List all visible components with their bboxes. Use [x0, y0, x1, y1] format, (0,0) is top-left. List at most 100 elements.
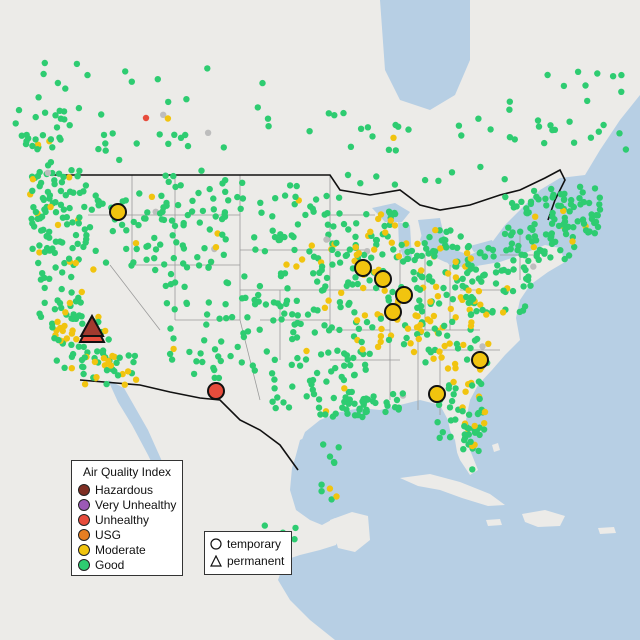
monitor-marker[interactable] [516, 308, 523, 316]
monitor-marker[interactable] [476, 431, 483, 439]
monitor-marker[interactable] [52, 209, 60, 216]
monitor-marker[interactable] [468, 382, 476, 389]
monitor-marker[interactable] [52, 112, 59, 119]
monitor-marker[interactable] [52, 264, 59, 271]
monitor-marker[interactable] [58, 179, 66, 186]
monitor-marker[interactable] [416, 297, 423, 304]
monitor-marker[interactable] [227, 352, 234, 360]
monitor-marker[interactable] [183, 96, 190, 103]
monitor-marker[interactable] [333, 239, 340, 247]
monitor-marker[interactable] [286, 182, 294, 189]
monitor-marker[interactable] [321, 211, 328, 218]
monitor-marker[interactable] [532, 213, 539, 220]
monitor-marker[interactable] [240, 330, 247, 337]
monitor-marker[interactable] [121, 381, 128, 388]
monitor-marker[interactable] [170, 172, 177, 180]
monitor-marker[interactable] [345, 226, 352, 233]
monitor-marker[interactable] [390, 246, 397, 253]
monitor-marker[interactable] [180, 219, 187, 227]
monitor-marker[interactable] [51, 306, 59, 313]
monitor-marker[interactable] [63, 221, 71, 228]
monitor-marker[interactable] [467, 298, 474, 306]
monitor-marker[interactable] [36, 215, 44, 222]
monitor-marker[interactable] [518, 251, 525, 258]
monitor-marker[interactable] [32, 208, 40, 216]
monitor-marker[interactable] [144, 209, 151, 216]
monitor-marker[interactable] [542, 231, 550, 238]
monitor-marker[interactable] [570, 224, 577, 231]
monitor-marker[interactable] [49, 144, 56, 151]
monitor-marker[interactable] [344, 171, 352, 179]
monitor-marker[interactable] [41, 284, 48, 292]
monitor-marker[interactable] [340, 220, 348, 228]
monitor-marker[interactable] [270, 317, 277, 324]
monitor-marker[interactable] [264, 115, 272, 122]
monitor-marker[interactable] [424, 316, 431, 323]
monitor-marker[interactable] [272, 404, 279, 412]
monitor-marker[interactable] [92, 247, 99, 254]
monitor-marker[interactable] [252, 246, 259, 253]
monitor-marker[interactable] [501, 176, 508, 183]
monitor-marker[interactable] [288, 361, 295, 368]
monitor-marker[interactable] [489, 246, 497, 254]
monitor-marker[interactable] [310, 390, 318, 398]
monitor-marker[interactable] [366, 277, 373, 284]
monitor-marker[interactable] [346, 396, 353, 403]
monitor-marker[interactable] [183, 264, 191, 271]
monitor-marker[interactable] [220, 251, 227, 258]
monitor-marker[interactable] [392, 147, 399, 154]
monitor-marker[interactable] [323, 192, 330, 200]
temporary-monitor-marker[interactable] [395, 286, 413, 304]
monitor-marker[interactable] [330, 458, 338, 466]
monitor-marker[interactable] [148, 193, 156, 200]
monitor-marker[interactable] [289, 383, 296, 390]
monitor-marker[interactable] [311, 329, 318, 336]
monitor-marker[interactable] [542, 195, 549, 202]
monitor-marker[interactable] [434, 419, 441, 426]
monitor-marker[interactable] [370, 393, 377, 400]
monitor-marker[interactable] [154, 76, 161, 83]
monitor-marker[interactable] [59, 214, 67, 221]
monitor-marker[interactable] [310, 253, 318, 260]
monitor-marker[interactable] [463, 250, 471, 257]
monitor-marker[interactable] [555, 202, 562, 209]
monitor-marker[interactable] [452, 274, 460, 281]
monitor-marker[interactable] [361, 361, 369, 368]
monitor-marker[interactable] [476, 395, 483, 403]
monitor-marker[interactable] [15, 106, 23, 114]
monitor-marker[interactable] [51, 335, 58, 342]
monitor-marker[interactable] [582, 82, 589, 89]
monitor-marker[interactable] [18, 132, 25, 139]
monitor-marker[interactable] [125, 352, 132, 359]
monitor-marker[interactable] [417, 321, 424, 329]
monitor-marker[interactable] [193, 358, 200, 365]
monitor-marker[interactable] [502, 193, 509, 201]
monitor-marker[interactable] [283, 300, 290, 308]
monitor-marker[interactable] [472, 266, 480, 273]
monitor-marker[interactable] [444, 365, 452, 372]
monitor-marker[interactable] [30, 204, 37, 211]
monitor-marker[interactable] [277, 272, 285, 280]
monitor-marker[interactable] [35, 259, 42, 267]
monitor-marker[interactable] [80, 370, 87, 378]
monitor-marker[interactable] [331, 112, 338, 119]
monitor-marker[interactable] [353, 317, 361, 324]
monitor-marker[interactable] [261, 248, 269, 255]
monitor-marker[interactable] [414, 240, 421, 247]
monitor-marker[interactable] [449, 318, 456, 325]
monitor-marker[interactable] [72, 298, 80, 305]
monitor-marker[interactable] [374, 311, 381, 318]
monitor-marker[interactable] [210, 206, 217, 213]
monitor-marker[interactable] [395, 406, 402, 413]
monitor-marker[interactable] [60, 173, 67, 181]
temporary-monitor-marker[interactable] [384, 303, 402, 321]
monitor-marker[interactable] [76, 189, 84, 197]
monitor-marker[interactable] [101, 362, 109, 369]
monitor-marker[interactable] [527, 224, 534, 232]
monitor-marker[interactable] [527, 282, 534, 289]
monitor-marker[interactable] [323, 378, 330, 385]
monitor-marker[interactable] [164, 115, 172, 122]
monitor-marker[interactable] [167, 325, 174, 332]
monitor-marker[interactable] [86, 224, 94, 231]
monitor-marker[interactable] [418, 273, 425, 281]
